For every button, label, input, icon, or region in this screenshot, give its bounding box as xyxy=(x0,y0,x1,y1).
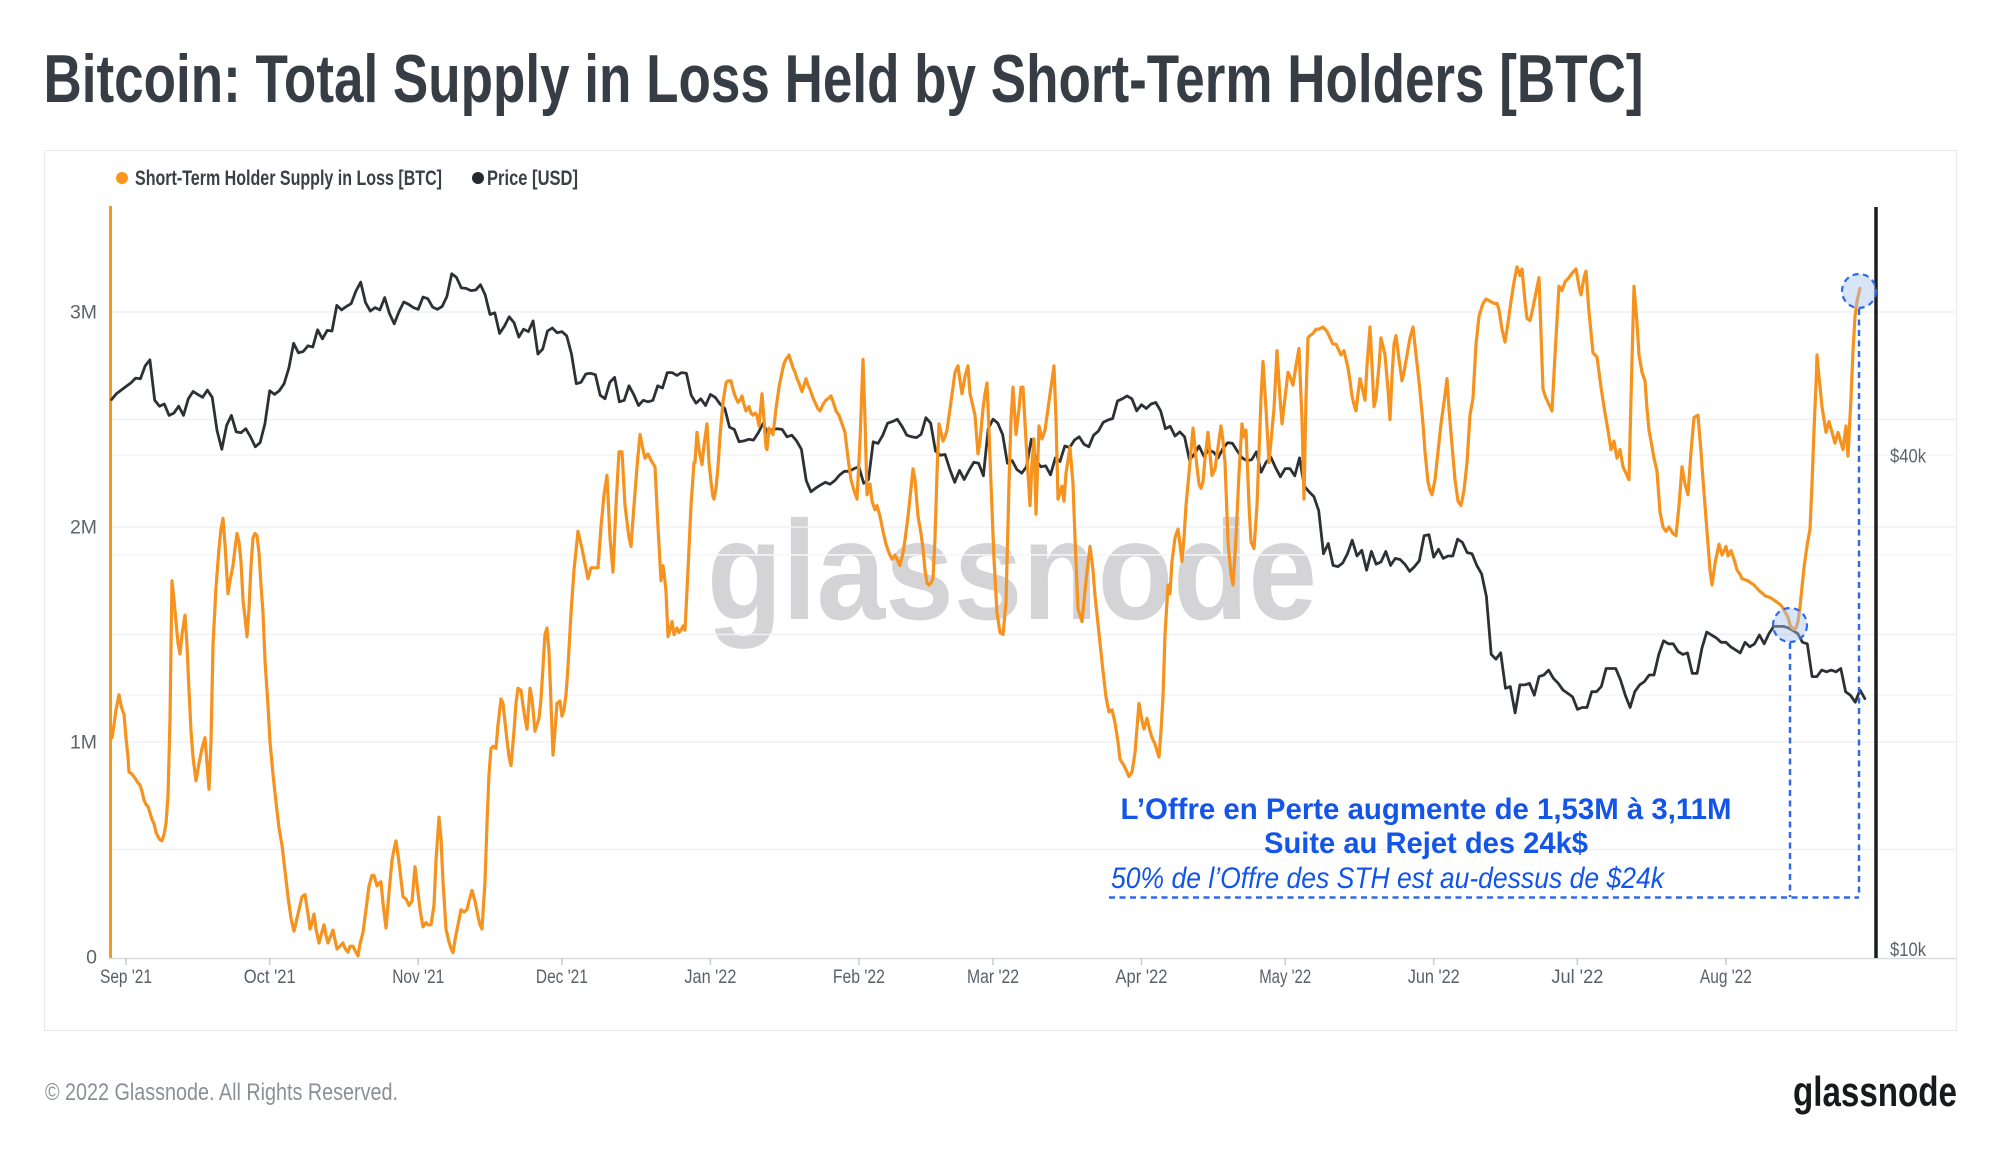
svg-text:Apr '22: Apr '22 xyxy=(1116,966,1168,988)
svg-text:2M: 2M xyxy=(70,517,97,539)
svg-text:© 2022 Glassnode. All Rights R: © 2022 Glassnode. All Rights Reserved. xyxy=(45,1079,398,1106)
svg-text:$10k: $10k xyxy=(1890,939,1926,961)
svg-text:Price [USD]: Price [USD] xyxy=(487,167,578,190)
svg-text:glassnode: glassnode xyxy=(707,491,1317,649)
svg-text:Sep '21: Sep '21 xyxy=(100,966,152,988)
svg-text:Dec '21: Dec '21 xyxy=(536,966,588,988)
svg-text:50% de l’Offre des STH est au-: 50% de l’Offre des STH est au-dessus de … xyxy=(1111,862,1666,895)
svg-text:Aug '22: Aug '22 xyxy=(1700,966,1752,988)
svg-text:Bitcoin: Total Supply in Loss: Bitcoin: Total Supply in Loss Held by Sh… xyxy=(44,41,1644,117)
svg-text:Jun '22: Jun '22 xyxy=(1408,966,1460,988)
svg-text:Oct '21: Oct '21 xyxy=(244,966,296,988)
svg-text:Suite au Rejet des 24k$: Suite au Rejet des 24k$ xyxy=(1264,827,1588,860)
svg-text:0: 0 xyxy=(86,947,97,969)
svg-text:3M: 3M xyxy=(70,302,97,324)
svg-text:Mar '22: Mar '22 xyxy=(967,966,1019,988)
svg-text:Short-Term Holder Supply in Lo: Short-Term Holder Supply in Loss [BTC] xyxy=(135,167,442,190)
svg-text:Feb '22: Feb '22 xyxy=(833,966,885,988)
svg-text:Nov '21: Nov '21 xyxy=(392,966,444,988)
svg-text:May '22: May '22 xyxy=(1259,966,1311,988)
svg-text:$40k: $40k xyxy=(1890,445,1926,467)
svg-text:L’Offre en Perte augmente de 1: L’Offre en Perte augmente de 1,53M à 3,1… xyxy=(1121,793,1732,826)
svg-text:Jan '22: Jan '22 xyxy=(684,966,736,988)
svg-text:Jul '22: Jul '22 xyxy=(1551,966,1603,988)
svg-text:glassnode: glassnode xyxy=(1793,1068,1957,1115)
svg-text:1M: 1M xyxy=(70,732,97,754)
